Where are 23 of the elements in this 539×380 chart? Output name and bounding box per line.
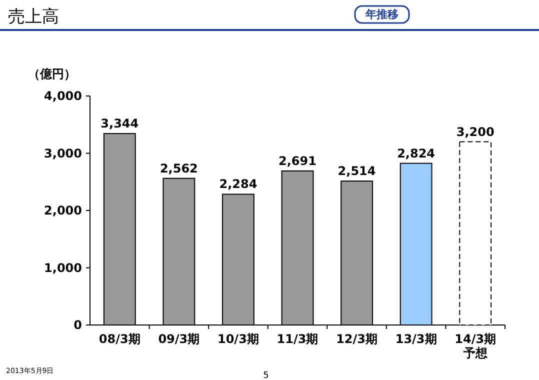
x-tick-label: 14/3期予想	[454, 332, 496, 360]
y-tick-label: 0	[74, 318, 82, 332]
data-label: 2,514	[338, 164, 376, 178]
y-tick-label: 2,000	[44, 204, 82, 218]
data-label: 3,200	[456, 124, 494, 139]
x-tick-label: 11/3期	[276, 332, 318, 346]
x-tick-label: 12/3期	[336, 332, 378, 346]
y-tick-label: 1,000	[44, 260, 82, 275]
data-label: 3,344	[100, 116, 139, 131]
text: 年推移	[364, 8, 398, 21]
x-tick-label: 13/3期	[395, 332, 437, 346]
y-tick-label: 3,000	[44, 146, 82, 160]
text: 5	[263, 371, 269, 380]
data-label: 2,562	[160, 161, 198, 176]
data-label: 2,284	[219, 177, 258, 192]
x-tick-label: 09/3期	[158, 332, 200, 346]
data-label: 2,691	[278, 154, 316, 168]
data-label: 2,824	[397, 146, 436, 160]
y-axis-title: （億円）	[28, 67, 76, 81]
y-tick-label: 4,000	[44, 89, 82, 103]
x-tick-label: 10/3期	[217, 332, 259, 346]
chart-title: 売上高	[8, 7, 59, 27]
x-tick-label: 08/3期	[98, 332, 140, 346]
